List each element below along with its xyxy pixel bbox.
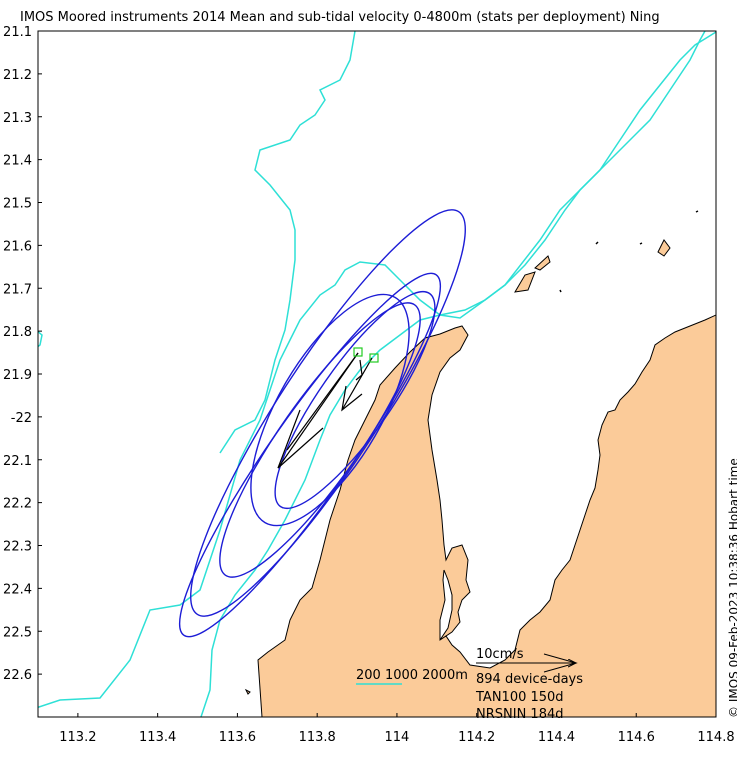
island (695, 210, 699, 213)
legend-site-1: NRSNIN 184d (476, 707, 564, 722)
x-tick-label: 114 (385, 730, 410, 745)
x-tick-label: 113.6 (219, 730, 256, 745)
y-tick-label: 21.2 (3, 68, 32, 83)
y-tick-label: 22.2 (3, 497, 32, 512)
arrow-head (277, 409, 324, 469)
island (595, 241, 599, 245)
legend-scale-label: 10cm/s (476, 647, 524, 662)
ellipse (250, 293, 410, 527)
legend-isobaths: 200 1000 2000m (356, 668, 468, 683)
x-tick-label: 113.8 (299, 730, 336, 745)
isobath-edge (38, 330, 43, 348)
arrow-head (341, 385, 363, 412)
x-tick-label: 114.2 (458, 730, 495, 745)
island (559, 289, 562, 293)
x-tick-label: 113.2 (59, 730, 96, 745)
y-tick-label: 21.5 (3, 197, 32, 212)
x-tick-label: 114.8 (697, 730, 734, 745)
y-tick-label: 22.1 (3, 454, 32, 469)
legend-device-days: 894 device-days (476, 672, 583, 687)
arrow-head (355, 359, 363, 381)
copyright-timestamp: © IMOS 09-Feb-2023 10:38:36 Hobart time (727, 458, 737, 718)
isobath-2000m (219, 31, 356, 454)
y-tick-label: -22 (11, 411, 32, 426)
y-tick-label: 22.6 (3, 668, 32, 683)
y-tick-label: 21.6 (3, 239, 32, 254)
isobath-1000m (38, 31, 706, 709)
arrow (286, 352, 359, 451)
y-tick-label: 21.3 (3, 111, 32, 126)
legend-site-0: TAN100 150d (475, 690, 564, 705)
island (514, 271, 536, 293)
island (639, 242, 643, 245)
sub-tidal-arrow (341, 357, 373, 411)
y-tick-label: 22.4 (3, 582, 32, 597)
y-tick-label: 22.5 (3, 625, 32, 640)
x-axis: 113.2 113.4 113.6 113.8 114 114.2 114.4 114.6 11… (59, 713, 735, 745)
chart-title: IMOS Moored instruments 2014 Mean and su… (20, 10, 660, 25)
y-axis: 21.1 21.2 21.3 21.4 21.5 21.6 21.7 21.8 21.9 -22 2… (3, 25, 42, 683)
site-marker-nrsnin (369, 353, 379, 363)
island (534, 255, 551, 271)
y-tick-label: 21.8 (3, 325, 32, 340)
island (244, 688, 251, 695)
y-tick-label: 21.7 (3, 282, 32, 297)
variance-ellipses (178, 209, 466, 638)
legend: 10cm/s 894 device-days 200 1000 2000m TA… (356, 647, 583, 722)
land-area (257, 314, 716, 717)
site-marker-tan100 (353, 347, 363, 357)
island (657, 239, 671, 257)
legend-scale-arrow-head (543, 653, 578, 673)
velocity-arrows (277, 352, 373, 469)
x-tick-label: 114.4 (538, 730, 575, 745)
ellipse (190, 209, 466, 617)
x-tick-label: 114.6 (618, 730, 655, 745)
y-tick-label: 21.4 (3, 154, 32, 169)
y-tick-label: 21.9 (3, 368, 32, 383)
x-tick-label: 113.4 (139, 730, 176, 745)
ellipse (219, 302, 421, 578)
y-tick-label: 22.3 (3, 540, 32, 555)
y-tick-label: 21.1 (3, 25, 32, 40)
